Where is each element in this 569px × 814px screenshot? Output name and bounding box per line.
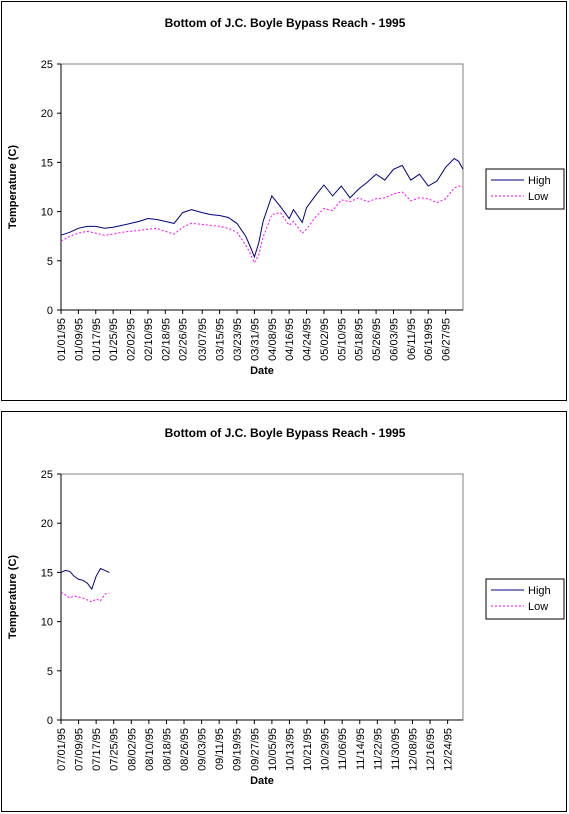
chart-title: Bottom of J.C. Boyle Bypass Reach - 1995 <box>165 426 406 440</box>
x-tick-label: 10/13/95 <box>284 728 296 771</box>
x-tick-label: 07/17/95 <box>91 728 103 771</box>
chart-panel-second-half: Bottom of J.C. Boyle Bypass Reach - 1995… <box>1 411 567 812</box>
x-tick-label: 12/16/95 <box>425 728 437 771</box>
x-tick-label: 11/30/95 <box>390 728 402 770</box>
plot-area <box>61 64 463 310</box>
y-tick-label: 25 <box>41 59 53 71</box>
x-tick-label: 03/23/95 <box>232 318 244 361</box>
x-tick-label: 05/02/95 <box>319 318 331 361</box>
x-tick-label: 07/25/95 <box>109 728 121 771</box>
x-tick-label: 06/11/95 <box>406 318 418 360</box>
x-tick-label: 05/26/95 <box>371 318 383 361</box>
x-tick-label: 06/27/95 <box>441 318 453 361</box>
legend-box <box>486 579 564 619</box>
x-tick-label: 10/21/95 <box>302 728 314 771</box>
x-axis-label: Date <box>250 775 274 787</box>
x-tick-label: 10/05/95 <box>267 728 279 771</box>
x-tick-label: 03/07/95 <box>197 318 209 361</box>
x-tick-label: 04/24/95 <box>302 318 314 361</box>
x-tick-label: 08/10/95 <box>144 728 156 771</box>
plot-area <box>61 474 463 720</box>
y-tick-label: 0 <box>47 715 53 727</box>
legend-label-high: High <box>528 585 551 597</box>
x-tick-label: 08/18/95 <box>161 728 173 771</box>
x-tick-label: 01/25/95 <box>108 318 120 361</box>
chart-panel-first-half: Bottom of J.C. Boyle Bypass Reach - 1995… <box>1 1 567 401</box>
x-tick-label: 06/19/95 <box>423 318 435 361</box>
y-tick-label: 10 <box>41 617 53 629</box>
x-tick-label: 04/16/95 <box>284 318 296 361</box>
x-tick-label: 11/22/95 <box>372 728 384 770</box>
temperature-chart-first-half: Bottom of J.C. Boyle Bypass Reach - 1995… <box>2 2 568 402</box>
x-tick-label: 09/03/95 <box>197 728 209 771</box>
x-tick-label: 05/10/95 <box>336 318 348 361</box>
x-tick-label: 02/02/95 <box>126 318 138 361</box>
chart-title: Bottom of J.C. Boyle Bypass Reach - 1995 <box>165 16 406 30</box>
y-tick-label: 25 <box>41 469 53 481</box>
x-tick-label: 08/02/95 <box>126 728 138 771</box>
x-tick-label: 03/31/95 <box>249 318 261 361</box>
y-tick-label: 15 <box>41 567 53 579</box>
y-tick-label: 20 <box>41 518 53 530</box>
x-tick-label: 02/10/95 <box>143 318 155 361</box>
legend-label-low: Low <box>528 601 548 613</box>
x-tick-label: 07/01/95 <box>56 728 68 771</box>
legend-box <box>486 169 564 209</box>
x-tick-label: 01/01/95 <box>56 318 68 361</box>
x-tick-label: 04/08/95 <box>267 318 279 361</box>
y-axis-label: Temperature (C) <box>7 145 19 229</box>
x-tick-label: 09/27/95 <box>249 728 261 771</box>
x-tick-label: 11/14/95 <box>355 728 367 770</box>
x-tick-label: 08/26/95 <box>179 728 191 771</box>
x-tick-label: 10/29/95 <box>320 728 332 771</box>
x-tick-label: 09/11/95 <box>214 728 226 770</box>
y-axis-label: Temperature (C) <box>7 555 19 639</box>
y-tick-label: 15 <box>41 157 53 169</box>
legend-label-high: High <box>528 175 551 187</box>
x-tick-label: 03/15/95 <box>215 318 227 361</box>
series-line-low <box>61 592 109 602</box>
y-tick-label: 20 <box>41 108 53 120</box>
x-tick-label: 12/24/95 <box>443 728 455 771</box>
x-tick-label: 02/26/95 <box>178 318 190 361</box>
x-tick-label: 12/08/95 <box>407 728 419 771</box>
x-axis-label: Date <box>250 365 274 377</box>
x-tick-label: 11/06/95 <box>337 728 349 770</box>
y-tick-label: 5 <box>47 666 53 678</box>
x-tick-label: 07/09/95 <box>74 728 86 771</box>
x-tick-label: 01/09/95 <box>73 318 85 361</box>
y-tick-label: 5 <box>47 256 53 268</box>
x-tick-label: 05/18/95 <box>354 318 366 361</box>
x-tick-label: 02/18/95 <box>160 318 172 361</box>
series-line-high <box>61 569 109 590</box>
x-tick-label: 01/17/95 <box>91 318 103 361</box>
x-tick-label: 06/03/95 <box>388 318 400 361</box>
y-tick-label: 10 <box>41 207 53 219</box>
temperature-chart-second-half: Bottom of J.C. Boyle Bypass Reach - 1995… <box>2 412 568 813</box>
legend-label-low: Low <box>528 191 548 203</box>
x-tick-label: 09/19/95 <box>232 728 244 771</box>
y-tick-label: 0 <box>47 305 53 317</box>
